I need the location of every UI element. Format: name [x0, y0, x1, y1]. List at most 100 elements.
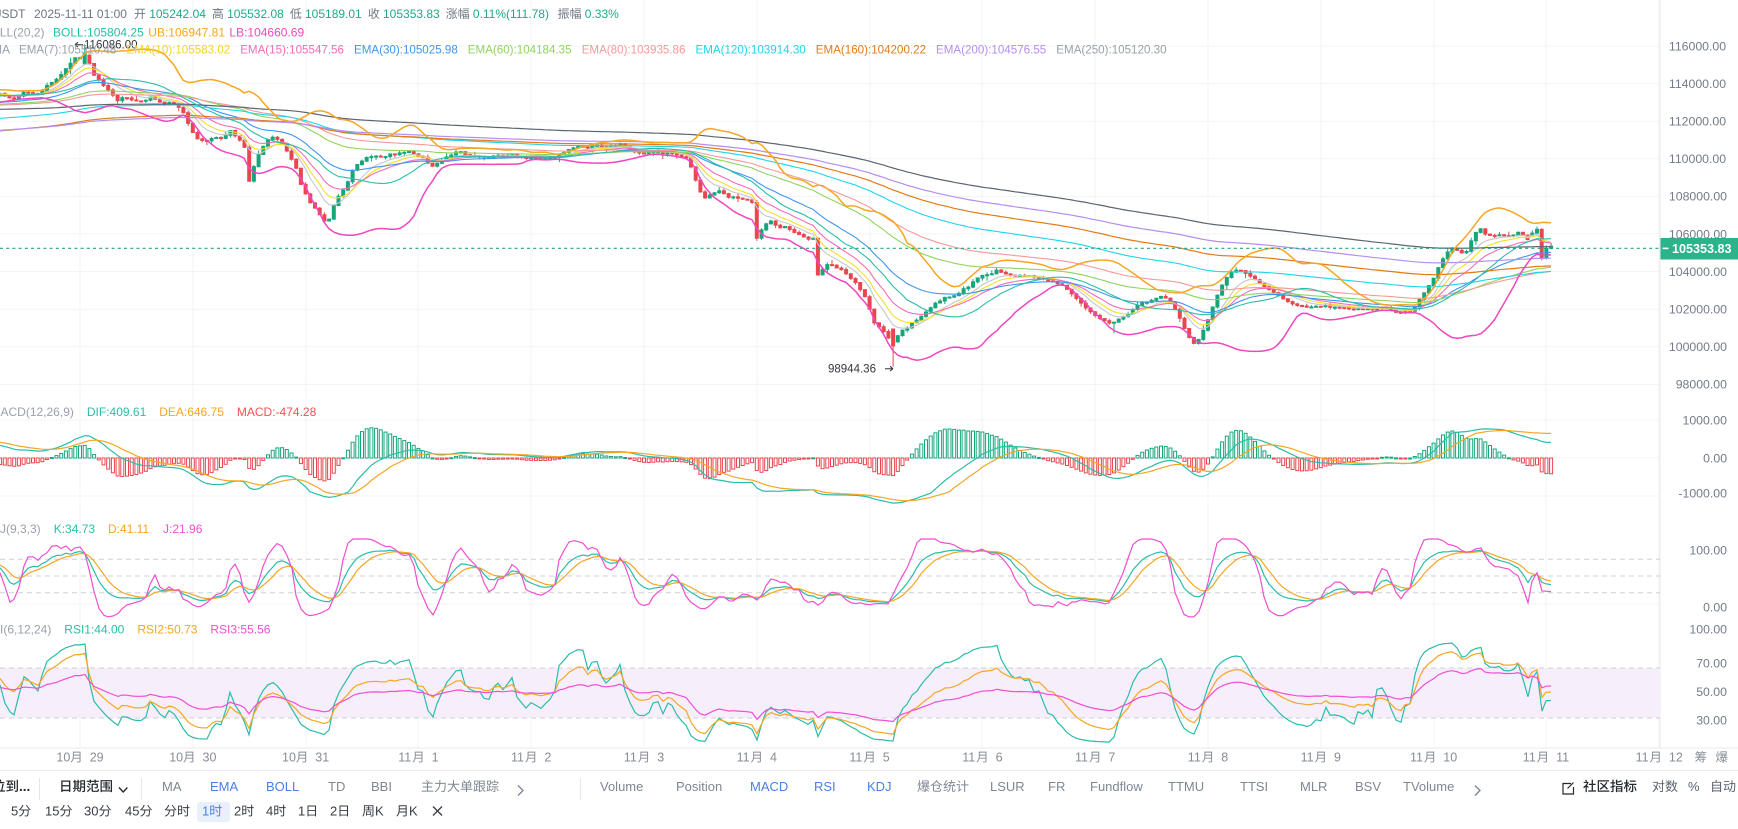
- svg-text:8: 8: [1221, 751, 1228, 765]
- svg-text:104000.00: 104000.00: [1669, 265, 1727, 279]
- svg-text:BTC/USDT: BTC/USDT: [0, 7, 26, 21]
- svg-text:MA: MA: [162, 779, 182, 794]
- svg-text:70.00: 70.00: [1696, 656, 1727, 670]
- svg-text:9: 9: [1334, 751, 1341, 765]
- svg-text:30.00: 30.00: [1696, 713, 1727, 727]
- svg-text:45: 45: [125, 804, 139, 819]
- svg-text:100.00: 100.00: [1689, 622, 1727, 636]
- svg-text:KDJ: KDJ: [867, 779, 892, 794]
- svg-text:100.00: 100.00: [1689, 543, 1727, 557]
- svg-text:11: 11: [1410, 751, 1423, 765]
- svg-text:EMA(30):105025.98: EMA(30):105025.98: [354, 44, 458, 57]
- svg-text:DEA:646.75: DEA:646.75: [159, 405, 224, 419]
- svg-text:K:34.73: K:34.73: [54, 522, 96, 536]
- svg-text:0.00: 0.00: [1703, 451, 1727, 465]
- svg-text:11: 11: [1188, 751, 1201, 765]
- svg-text:114000.00: 114000.00: [1669, 77, 1726, 91]
- svg-text:11: 11: [511, 751, 524, 765]
- svg-text:MA: MA: [0, 43, 10, 57]
- svg-text:BBI: BBI: [371, 779, 392, 794]
- svg-text:30: 30: [203, 751, 217, 765]
- svg-text:110000.00: 110000.00: [1669, 152, 1726, 166]
- svg-text:30: 30: [84, 804, 98, 819]
- svg-text:RSI2:50.73: RSI2:50.73: [137, 623, 197, 637]
- svg-text:6: 6: [996, 751, 1003, 765]
- svg-text:TTSI: TTSI: [1240, 779, 1268, 794]
- svg-text:RSI1:44.00: RSI1:44.00: [64, 623, 124, 637]
- svg-text:105532.08: 105532.08: [227, 7, 284, 21]
- svg-text:106000.00: 106000.00: [1669, 227, 1727, 241]
- svg-text:10: 10: [56, 751, 70, 765]
- svg-text:FR: FR: [1048, 779, 1065, 794]
- svg-text:5: 5: [11, 804, 18, 819]
- svg-text:J:21.96: J:21.96: [163, 522, 203, 536]
- svg-text:15: 15: [45, 804, 59, 819]
- svg-text:105242.04: 105242.04: [149, 7, 206, 21]
- svg-text:BOLL(20,2): BOLL(20,2): [0, 25, 45, 39]
- svg-text:...: ...: [19, 779, 30, 794]
- svg-text:EMA(15):105547.56: EMA(15):105547.56: [240, 44, 344, 57]
- svg-text:11: 11: [737, 751, 750, 765]
- svg-text:29: 29: [90, 751, 104, 765]
- svg-text:10: 10: [169, 751, 183, 765]
- svg-text:105189.01: 105189.01: [305, 7, 362, 21]
- svg-text:12: 12: [1669, 751, 1683, 765]
- svg-text:10: 10: [282, 751, 296, 765]
- svg-text:EMA(120):103914.30: EMA(120):103914.30: [696, 44, 806, 57]
- svg-text:11: 11: [1556, 751, 1569, 765]
- svg-text:7: 7: [1108, 751, 1115, 765]
- svg-text:105353.83: 105353.83: [383, 7, 440, 21]
- svg-text:K: K: [409, 804, 418, 819]
- svg-text:0.33%: 0.33%: [585, 7, 619, 21]
- svg-text:2: 2: [544, 751, 551, 765]
- svg-text:3: 3: [657, 751, 664, 765]
- svg-text:11: 11: [1523, 751, 1536, 765]
- svg-text:0.11%(111.78): 0.11%(111.78): [473, 7, 549, 21]
- svg-text:11: 11: [1636, 751, 1649, 765]
- svg-text:RSI(6,12,24): RSI(6,12,24): [0, 623, 51, 637]
- svg-text:2: 2: [234, 804, 241, 819]
- svg-text:EMA(7):105510.48: EMA(7):105510.48: [19, 44, 116, 57]
- svg-text:2: 2: [330, 804, 337, 819]
- svg-text:116000.00: 116000.00: [1669, 39, 1726, 53]
- svg-text:10: 10: [1443, 751, 1457, 765]
- svg-text:31: 31: [315, 751, 329, 765]
- svg-text:11: 11: [398, 751, 411, 765]
- svg-text:UB:106947.81: UB:106947.81: [148, 25, 225, 39]
- svg-text:EMA(160):104200.22: EMA(160):104200.22: [816, 44, 926, 57]
- svg-text:1000.00: 1000.00: [1683, 413, 1728, 427]
- svg-text:-1000.00: -1000.00: [1678, 486, 1727, 500]
- svg-text:4: 4: [770, 751, 777, 765]
- svg-text:11: 11: [849, 751, 862, 765]
- svg-text:EMA(60):104184.35: EMA(60):104184.35: [468, 44, 572, 57]
- svg-text:98000.00: 98000.00: [1676, 378, 1727, 392]
- svg-text:RSI: RSI: [814, 779, 836, 794]
- svg-text:LSUR: LSUR: [990, 779, 1025, 794]
- svg-text:LB:104660.69: LB:104660.69: [229, 25, 304, 39]
- svg-text:Fundflow: Fundflow: [1090, 779, 1143, 794]
- svg-text:2025-11-11 01:00: 2025-11-11 01:00: [34, 7, 127, 21]
- svg-text:BOLL:105804.25: BOLL:105804.25: [53, 25, 144, 39]
- svg-text:11: 11: [1075, 751, 1088, 765]
- svg-text:MACD(12,26,9): MACD(12,26,9): [0, 405, 74, 419]
- svg-text:5: 5: [883, 751, 890, 765]
- svg-text:MACD: MACD: [750, 779, 788, 794]
- svg-text:1: 1: [432, 751, 439, 765]
- svg-text:KDJ(9,3,3): KDJ(9,3,3): [0, 522, 41, 536]
- svg-text:11: 11: [1301, 751, 1314, 765]
- svg-text:11: 11: [962, 751, 975, 765]
- svg-text:DIF:409.61: DIF:409.61: [87, 405, 147, 419]
- svg-text:K: K: [375, 804, 384, 819]
- svg-text:1: 1: [298, 804, 305, 819]
- svg-text:MACD:-474.28: MACD:-474.28: [237, 405, 317, 419]
- svg-text:102000.00: 102000.00: [1669, 303, 1727, 317]
- svg-text:1: 1: [202, 804, 209, 819]
- svg-text:98944.36: 98944.36: [828, 364, 876, 376]
- svg-text:BSV: BSV: [1355, 779, 1381, 794]
- svg-text:TTMU: TTMU: [1168, 779, 1204, 794]
- svg-text:108000.00: 108000.00: [1669, 190, 1727, 204]
- svg-text:%: %: [1688, 779, 1700, 794]
- svg-text:BOLL: BOLL: [266, 779, 299, 794]
- svg-text:EMA: EMA: [210, 779, 239, 794]
- svg-text:EMA(10):105583.02: EMA(10):105583.02: [126, 44, 230, 57]
